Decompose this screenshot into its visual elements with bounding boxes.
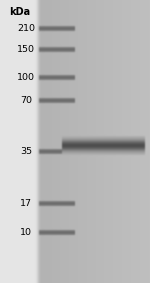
Text: 70: 70	[20, 96, 32, 105]
Text: 150: 150	[17, 45, 35, 54]
Text: kDa: kDa	[9, 7, 30, 17]
Text: 35: 35	[20, 147, 32, 156]
Text: 100: 100	[17, 73, 35, 82]
Text: 210: 210	[17, 24, 35, 33]
Text: 10: 10	[20, 228, 32, 237]
Text: 17: 17	[20, 199, 32, 208]
